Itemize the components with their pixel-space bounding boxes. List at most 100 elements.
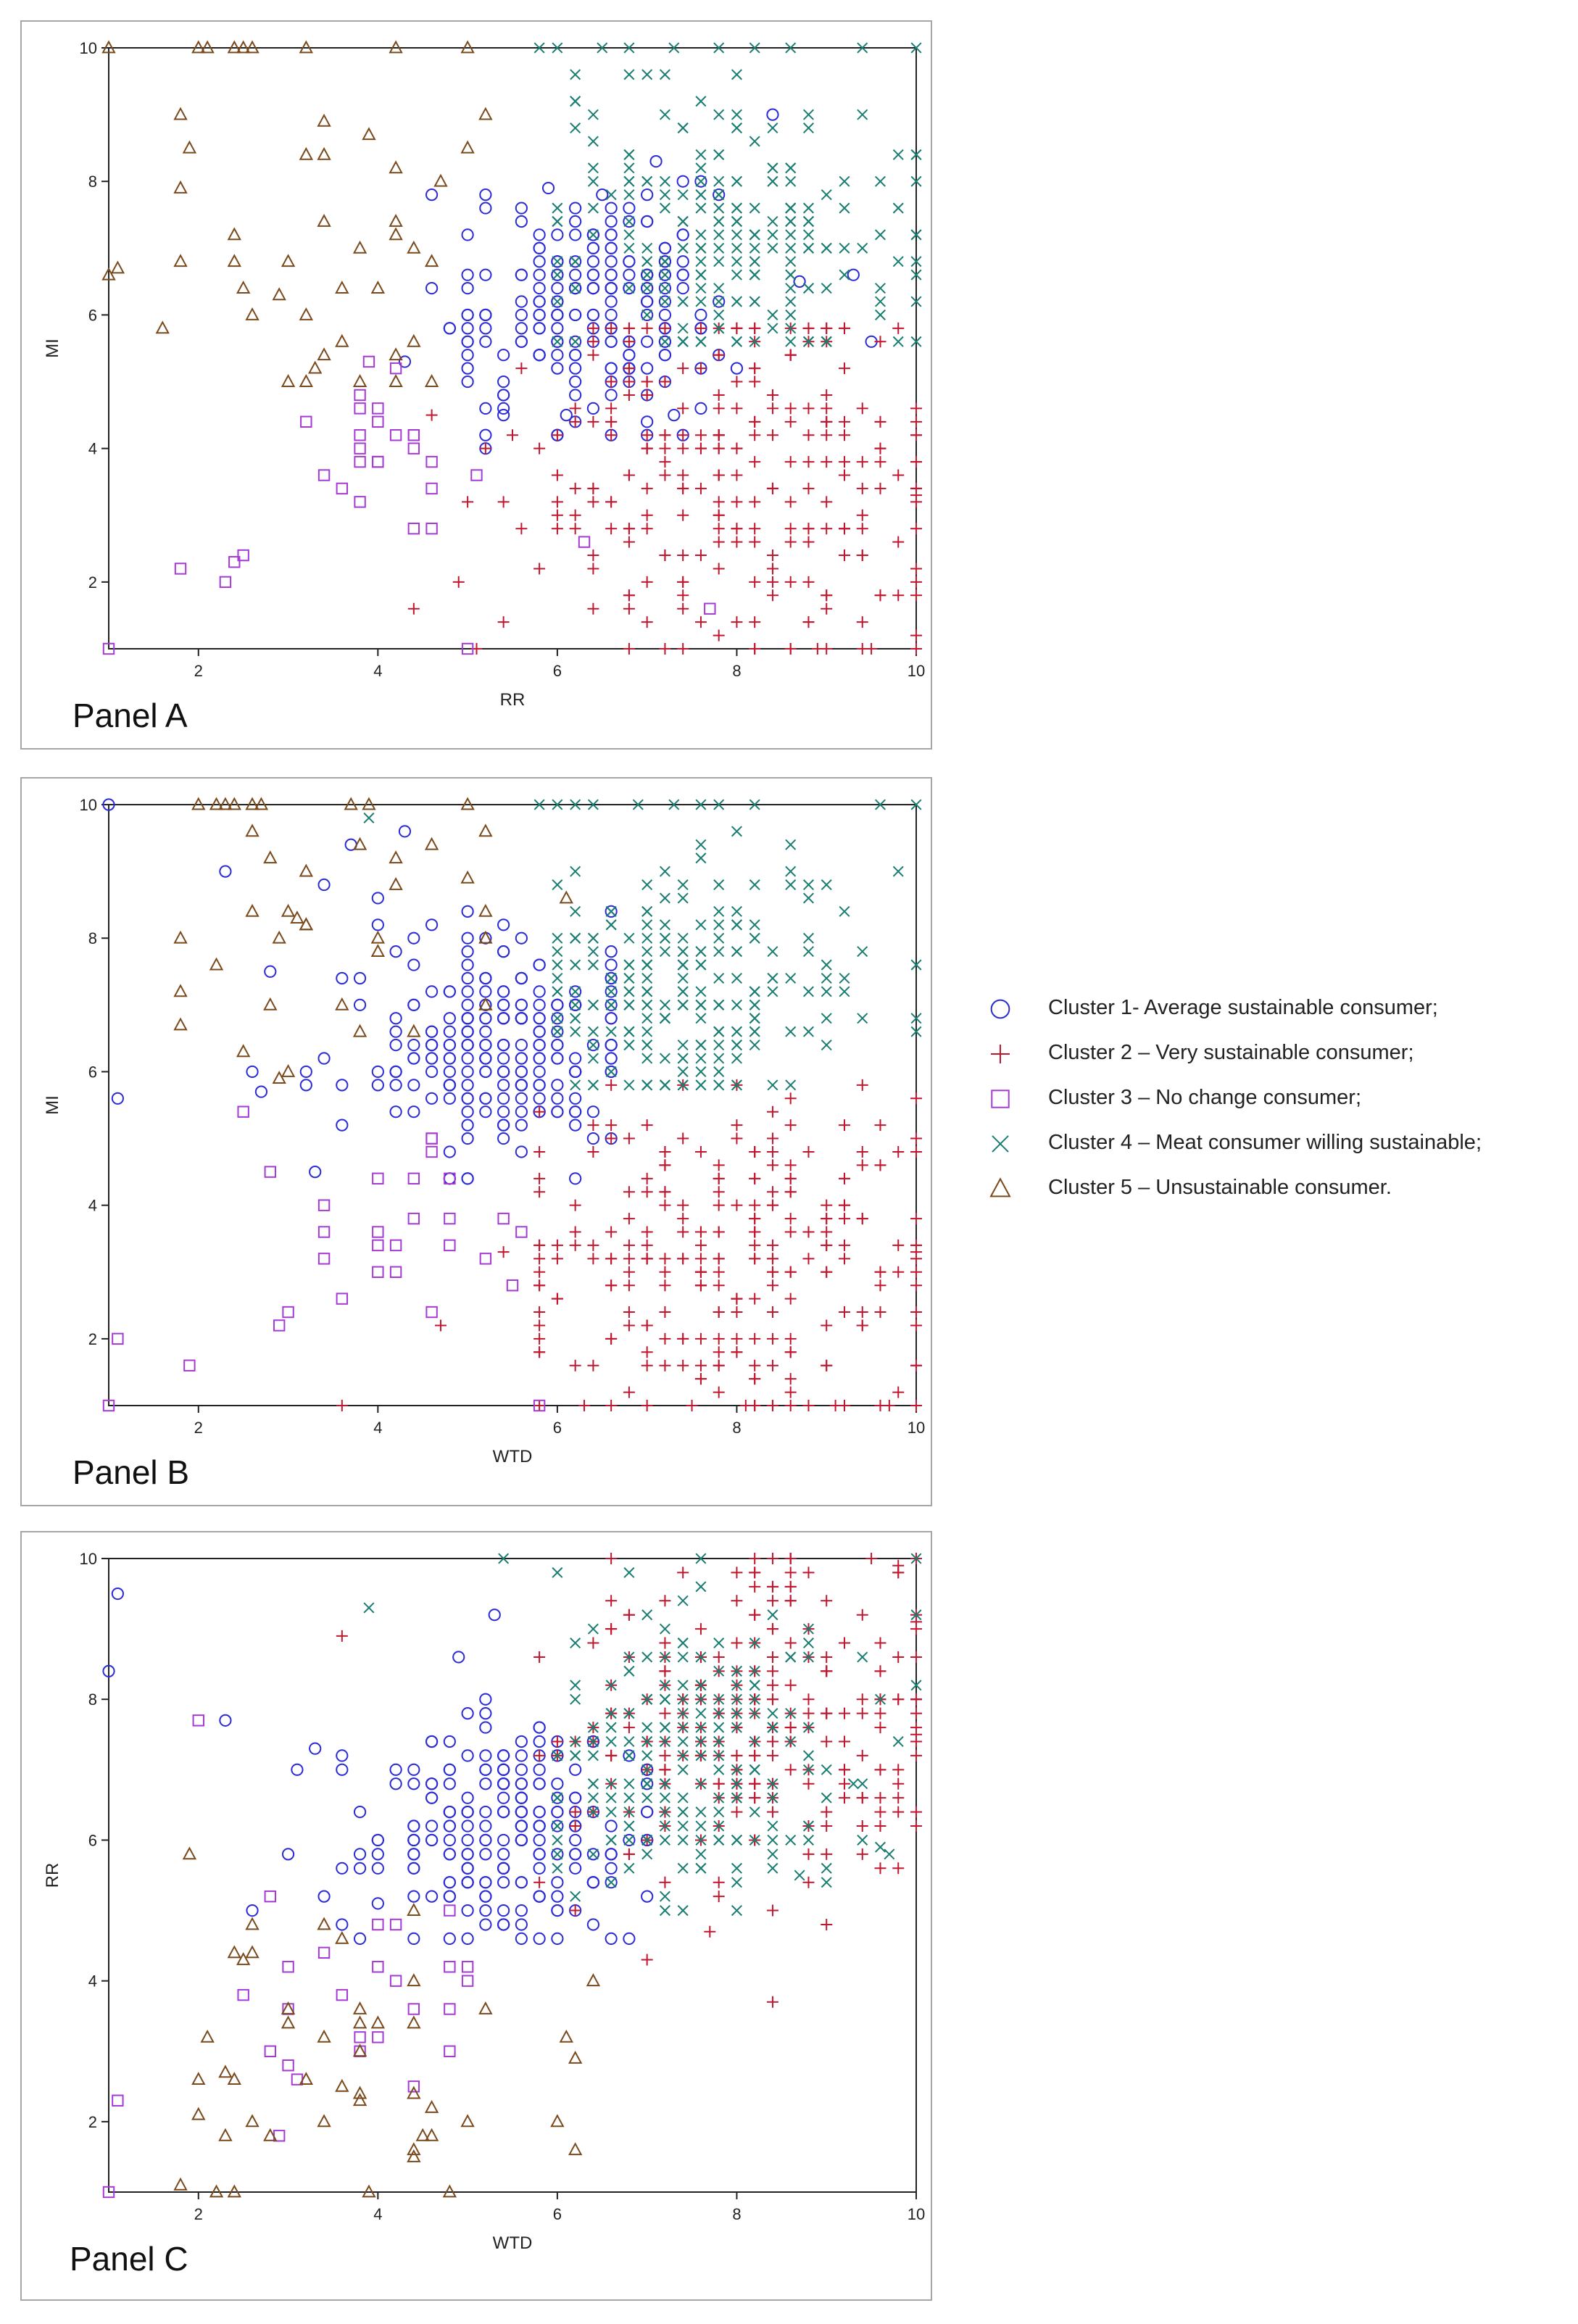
data-point-cluster-4 xyxy=(641,1778,653,1790)
data-point-cluster-4 xyxy=(641,946,653,958)
data-point-cluster-2 xyxy=(623,1848,635,1860)
data-point-cluster-4 xyxy=(695,256,707,267)
data-point-cluster-1 xyxy=(371,1065,384,1079)
data-point-cluster-3 xyxy=(372,1961,384,1973)
data-point-cluster-4 xyxy=(641,256,653,267)
data-point-cluster-2 xyxy=(551,1735,563,1748)
data-point-cluster-4 xyxy=(623,1806,635,1818)
data-point-cluster-1 xyxy=(102,1664,115,1677)
data-point-cluster-2 xyxy=(874,1862,886,1875)
data-point-cluster-2 xyxy=(865,1553,878,1564)
data-point-cluster-4 xyxy=(884,1848,895,1860)
data-point-cluster-2 xyxy=(694,362,707,375)
series-cluster-3 xyxy=(102,1105,546,1412)
data-point-cluster-4 xyxy=(695,1651,707,1663)
data-point-cluster-2 xyxy=(874,1266,886,1278)
data-point-cluster-4 xyxy=(677,242,689,254)
data-point-cluster-2 xyxy=(856,616,868,628)
data-point-cluster-4 xyxy=(552,215,563,227)
data-point-cluster-4 xyxy=(785,972,797,984)
data-point-cluster-1 xyxy=(461,1819,474,1833)
data-point-cluster-2 xyxy=(910,1820,922,1833)
data-point-cluster-2 xyxy=(874,1665,886,1677)
data-point-cluster-1 xyxy=(425,918,439,931)
data-point-cluster-1 xyxy=(443,1145,456,1158)
data-point-cluster-4 xyxy=(749,1638,760,1649)
data-point-cluster-4 xyxy=(713,1638,725,1649)
data-point-cluster-2 xyxy=(731,536,743,548)
data-point-cluster-4 xyxy=(623,1792,635,1804)
data-point-cluster-4 xyxy=(623,283,635,294)
data-point-cluster-1 xyxy=(219,1714,232,1727)
data-point-cluster-4 xyxy=(677,879,689,891)
data-point-cluster-2 xyxy=(587,1119,599,1132)
cluster-legend: Cluster 1- Average sustainable consumer;… xyxy=(979,987,1558,1212)
data-point-cluster-4 xyxy=(570,1750,581,1761)
data-point-cluster-4 xyxy=(802,1026,814,1037)
data-point-cluster-4 xyxy=(767,1862,778,1874)
data-point-cluster-1 xyxy=(515,1819,528,1833)
data-point-cluster-2 xyxy=(605,1595,618,1607)
data-point-cluster-2 xyxy=(766,1595,778,1607)
data-point-cluster-4 xyxy=(785,1026,797,1037)
data-point-cluster-4 xyxy=(605,1026,617,1037)
data-point-cluster-1 xyxy=(425,1890,439,1903)
data-point-cluster-2 xyxy=(821,322,833,334)
data-point-cluster-4 xyxy=(857,109,868,120)
data-point-cluster-3 xyxy=(300,415,312,428)
data-point-cluster-3 xyxy=(317,1226,331,1238)
data-point-cluster-2 xyxy=(641,523,653,535)
data-point-cluster-4 xyxy=(713,999,725,1010)
data-point-cluster-1 xyxy=(515,931,528,945)
data-point-cluster-2 xyxy=(910,576,922,588)
data-point-cluster-4 xyxy=(713,215,725,227)
data-point-cluster-2 xyxy=(569,1239,581,1251)
data-point-cluster-2 xyxy=(713,1346,725,1358)
data-point-cluster-1 xyxy=(551,998,564,1011)
data-point-cluster-5 xyxy=(389,850,403,864)
data-point-cluster-2 xyxy=(731,523,743,535)
data-point-cluster-1 xyxy=(658,295,672,308)
data-point-cluster-2 xyxy=(623,523,635,535)
data-point-cluster-5 xyxy=(460,870,475,884)
data-point-cluster-3 xyxy=(425,523,438,535)
data-point-cluster-2 xyxy=(551,496,563,508)
data-point-cluster-2 xyxy=(659,456,671,468)
data-point-cluster-3 xyxy=(317,1946,331,1959)
data-point-cluster-2 xyxy=(910,589,922,602)
data-point-cluster-2 xyxy=(766,1806,778,1818)
data-point-cluster-2 xyxy=(497,496,510,508)
data-point-cluster-4 xyxy=(659,919,670,931)
data-point-cluster-1 xyxy=(605,1819,618,1833)
data-point-cluster-1 xyxy=(497,409,510,422)
data-point-cluster-4 xyxy=(695,1581,707,1593)
data-point-cluster-2 xyxy=(784,1386,797,1398)
data-point-cluster-2 xyxy=(821,1226,833,1238)
data-point-cluster-4 xyxy=(713,1834,725,1846)
data-point-cluster-5 xyxy=(218,2064,233,2078)
data-point-cluster-1 xyxy=(533,308,546,322)
data-point-cluster-4 xyxy=(659,1013,670,1024)
data-point-cluster-4 xyxy=(821,1862,832,1874)
data-point-cluster-2 xyxy=(910,1145,922,1158)
data-point-cluster-2 xyxy=(910,1279,922,1292)
x-axis-label: RR xyxy=(500,690,526,710)
data-point-cluster-5 xyxy=(245,307,259,320)
data-point-cluster-1 xyxy=(461,282,474,295)
data-point-cluster-2 xyxy=(623,1306,635,1319)
data-point-cluster-1 xyxy=(586,1132,600,1145)
data-point-cluster-1 xyxy=(479,971,492,985)
data-point-cluster-1 xyxy=(569,282,582,295)
data-point-cluster-4 xyxy=(713,1750,725,1761)
data-point-cluster-2 xyxy=(856,1319,868,1332)
data-point-cluster-1 xyxy=(497,985,510,998)
data-point-cluster-2 xyxy=(659,1595,671,1607)
data-point-cluster-2 xyxy=(713,1159,725,1171)
data-point-cluster-4 xyxy=(857,42,868,54)
data-point-cluster-3 xyxy=(264,2045,277,2057)
data-point-cluster-4 xyxy=(802,123,814,134)
data-point-cluster-2 xyxy=(605,1132,618,1145)
data-point-cluster-5 xyxy=(370,2015,386,2029)
data-point-cluster-1 xyxy=(551,255,564,268)
